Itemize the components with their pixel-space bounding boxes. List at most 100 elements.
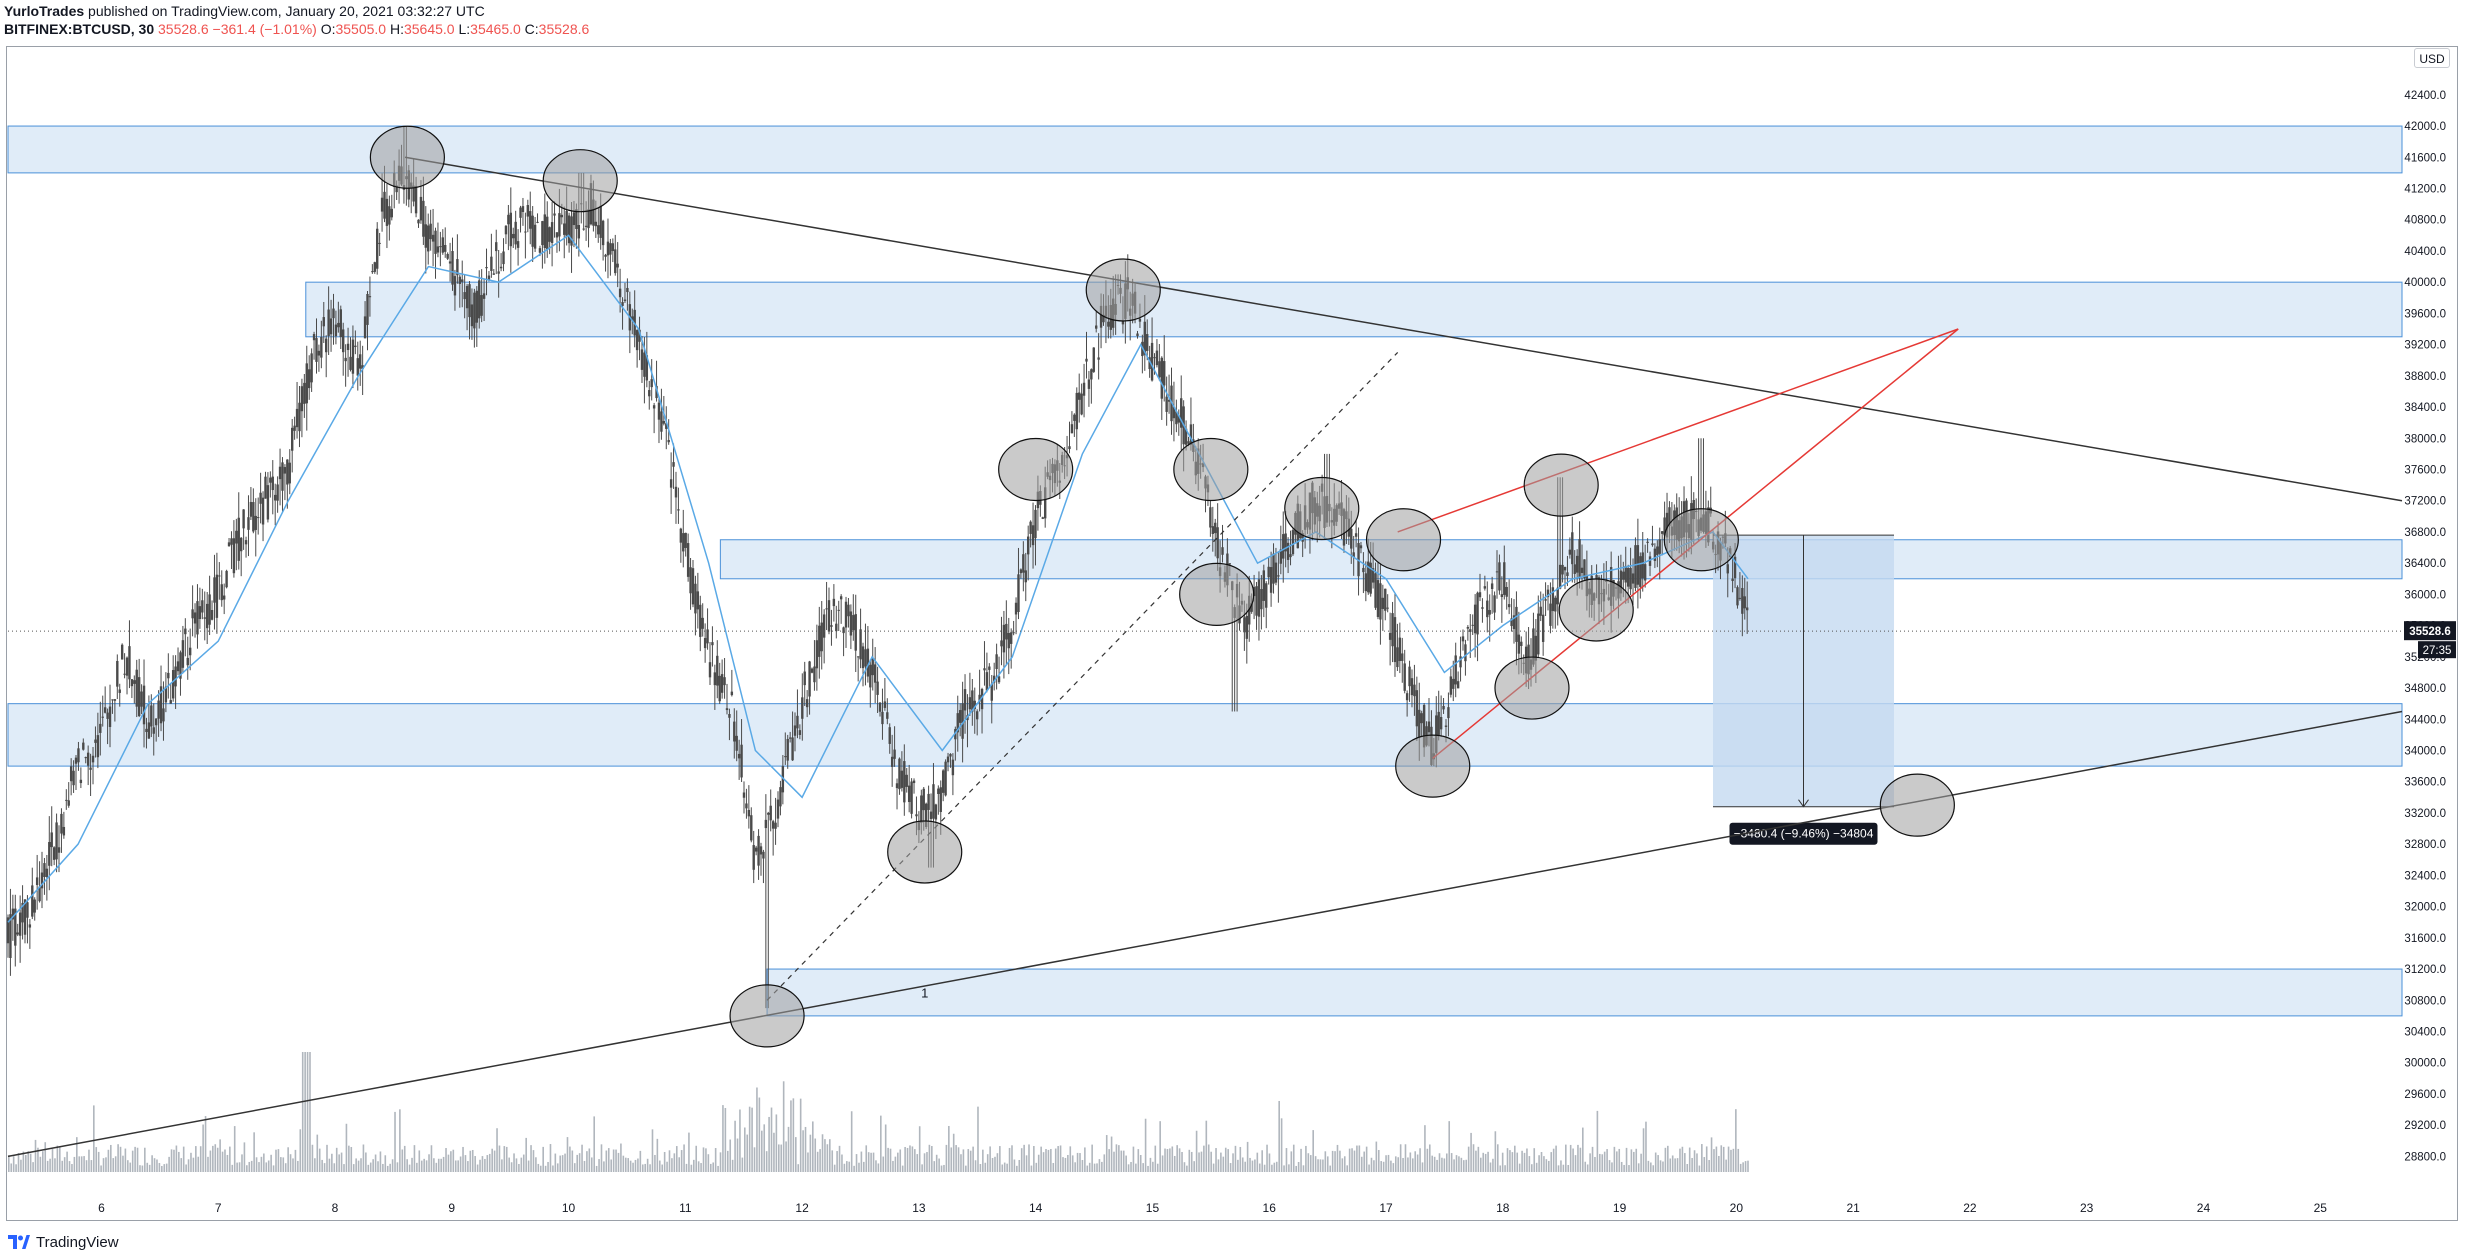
candle-body <box>750 815 753 841</box>
candle-body <box>1031 525 1035 546</box>
volume-bar <box>1331 1150 1334 1172</box>
countdown-box <box>2418 641 2456 659</box>
candle-body <box>322 317 325 327</box>
volume-bar <box>836 1151 838 1172</box>
candle-body <box>137 677 141 717</box>
volume-bar <box>889 1148 892 1172</box>
volume-bar <box>1030 1165 1033 1172</box>
candle-body <box>1184 428 1188 445</box>
candle-body <box>1026 536 1030 555</box>
volume-bar <box>1239 1146 1242 1172</box>
candle-body <box>208 594 211 625</box>
volume-bar <box>501 1159 503 1172</box>
x-tick-label: 14 <box>1029 1201 1043 1215</box>
candle-body <box>740 744 743 778</box>
volume-bar <box>379 1151 382 1172</box>
candle-body <box>334 324 338 337</box>
volume-bar <box>1633 1151 1635 1172</box>
footer-brand[interactable]: TradingView <box>36 1233 119 1251</box>
candle-body <box>920 795 923 823</box>
y-tick-label: 32400.0 <box>2404 870 2446 882</box>
volume-bar <box>646 1158 649 1172</box>
candle-body <box>614 249 617 274</box>
candle-body <box>1092 347 1095 372</box>
candle-body <box>1473 604 1477 634</box>
volume-bar <box>612 1149 615 1172</box>
volume-bar <box>1069 1146 1072 1172</box>
candle-body <box>1643 564 1647 581</box>
measure-arrowhead <box>1798 799 1809 808</box>
author-name[interactable]: YurloTrades <box>4 3 85 19</box>
volume-bar <box>335 1147 338 1172</box>
candle-body <box>514 221 517 245</box>
volume-bar <box>180 1158 183 1172</box>
volume-bar <box>1445 1153 1448 1172</box>
volume-bar <box>107 1149 110 1172</box>
volume-bar <box>663 1151 666 1172</box>
candle-body <box>1090 369 1093 380</box>
candle-body <box>295 408 299 428</box>
candle-body <box>43 863 46 877</box>
candle-body <box>252 502 255 532</box>
candle-body <box>201 600 204 613</box>
candle-body <box>609 243 612 255</box>
volume-bar <box>1210 1151 1212 1172</box>
volume-bar <box>1582 1127 1584 1172</box>
volume-bar <box>1411 1158 1414 1172</box>
candle-body <box>259 492 262 504</box>
highlight-circle <box>1494 656 1570 720</box>
volume-bar <box>8 1155 10 1172</box>
candle-body <box>502 251 505 265</box>
candle-body <box>985 672 989 691</box>
currency-button[interactable]: USD <box>2414 48 2450 68</box>
volume-bar <box>1518 1163 1521 1172</box>
volume-bar <box>1273 1162 1276 1172</box>
volume-bar <box>1365 1146 1368 1172</box>
candle-body <box>1245 615 1249 639</box>
volume-bar <box>141 1165 144 1172</box>
candle-body <box>478 280 481 319</box>
candle-body <box>1743 596 1746 609</box>
x-tick-label: 16 <box>1263 1201 1277 1215</box>
volume-bar <box>440 1158 442 1172</box>
volume-bar <box>263 1153 265 1172</box>
volume-bar <box>831 1150 834 1172</box>
volume-bar <box>833 1164 836 1172</box>
candle-body <box>1422 705 1426 748</box>
candle-body <box>1619 570 1623 594</box>
candle-body <box>1107 321 1110 327</box>
candle-body <box>303 382 306 404</box>
candle-body <box>992 675 996 683</box>
candle-body <box>801 697 804 719</box>
candle-body <box>946 756 950 763</box>
y-tick-label: 39600.0 <box>2404 308 2446 320</box>
volume-bar <box>1200 1151 1203 1172</box>
candle-body <box>1364 573 1368 592</box>
volume-bar <box>875 1160 877 1172</box>
y-tick-label: 38800.0 <box>2404 371 2446 383</box>
candle-body <box>684 532 687 548</box>
volume-bar <box>105 1157 107 1172</box>
tradingview-logo-icon[interactable] <box>8 1235 30 1249</box>
candle-body <box>905 774 908 787</box>
volume-bar <box>1317 1159 1319 1172</box>
volume-bar <box>1436 1159 1438 1172</box>
candle-body <box>293 425 296 431</box>
candle-body <box>1009 632 1013 644</box>
candle-body <box>956 713 959 733</box>
volume-bar <box>331 1153 333 1172</box>
highlight-circle <box>369 125 445 189</box>
symbol-label[interactable]: BITFINEX:BTCUSD, 30 <box>4 21 155 37</box>
candle-body <box>171 670 175 699</box>
volume-bar <box>1081 1160 1084 1172</box>
volume-bar <box>1246 1141 1249 1172</box>
candle-body <box>657 402 661 420</box>
volume-bar <box>1152 1161 1154 1172</box>
volume-bar <box>780 1144 783 1172</box>
candle-body <box>509 212 513 247</box>
candle-body <box>546 216 549 250</box>
volume-bar <box>962 1149 965 1172</box>
volume-bar <box>1105 1135 1108 1172</box>
y-tick-label: 32000.0 <box>2404 902 2446 914</box>
